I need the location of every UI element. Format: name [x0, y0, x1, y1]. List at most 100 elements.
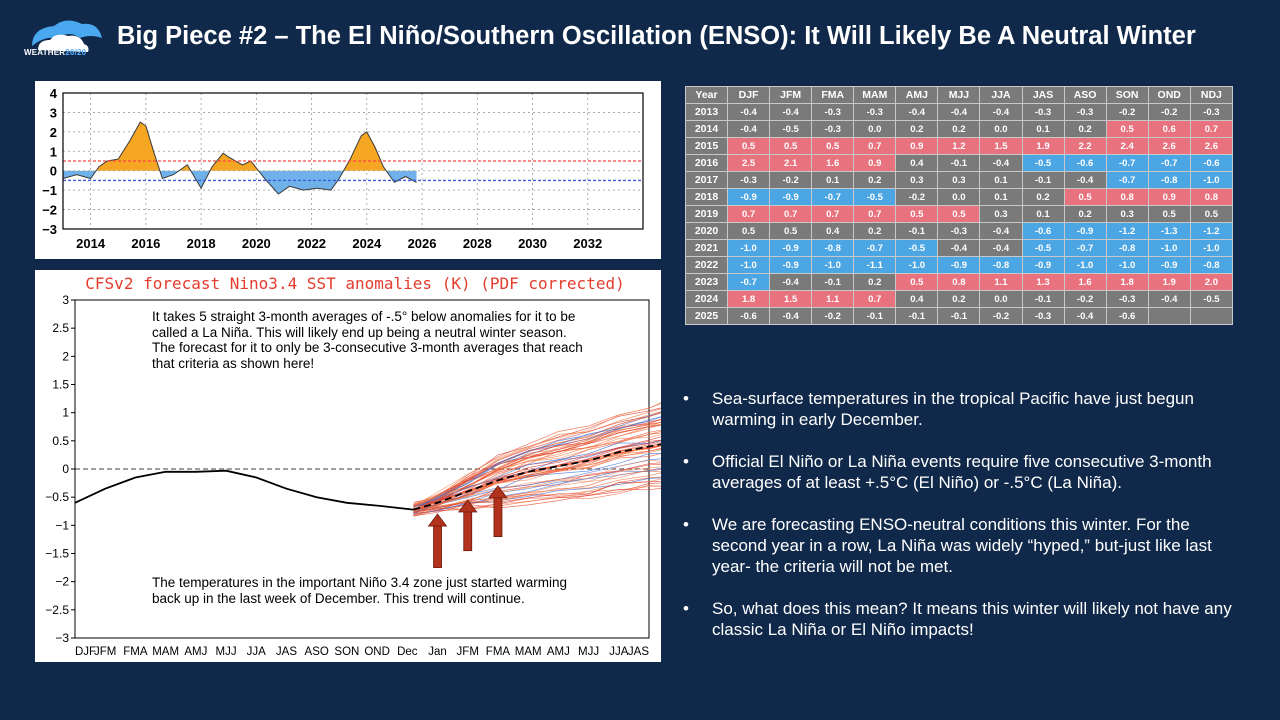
oni-value-cell: 0.7	[1189, 120, 1234, 138]
x-tick-label: 2014	[76, 236, 106, 251]
slide-title: Big Piece #2 – The El Niño/Southern Osci…	[117, 22, 1196, 50]
x-tick-label: JJA	[609, 646, 629, 658]
oni-value-cell: -0.9	[1063, 222, 1107, 240]
y-tick-label: −2	[55, 575, 69, 589]
logo-wordmark-accent: 20/20	[65, 48, 87, 57]
row-year-cell: 2017	[684, 171, 729, 189]
oni-value-cell: -0.5	[853, 188, 897, 206]
oni-value-cell: -0.4	[979, 239, 1023, 257]
row-year-cell: 2014	[684, 120, 729, 138]
oni-value-cell: -0.4	[769, 307, 813, 325]
table-row: 2016 2.5 2.1 1.6 0.9 0.4 -0.1 -0.4 -0.5 -0.6 -0.7-…	[684, 154, 1234, 172]
oni-value-cell: -0.5	[895, 239, 939, 257]
oni-value-cell: 1.8	[727, 290, 771, 308]
oni-value-cell: -1.0	[811, 256, 855, 274]
forecast-note-bottom: The temperatures in the important Niño 3…	[152, 575, 567, 606]
y-tick-label: −1	[42, 183, 57, 198]
oni-value-cell: 0.1	[1021, 205, 1065, 223]
x-tick-label: AMJ	[184, 646, 207, 658]
ensemble-member-line	[413, 408, 661, 505]
column-header-aso: ASO	[1063, 86, 1107, 104]
oni-value-cell: 1.5	[769, 290, 813, 308]
oni-value-cell: -0.2	[895, 188, 939, 206]
oni-value-cell: 0.5	[1063, 188, 1107, 206]
oni-value-cell: 0.2	[895, 120, 939, 138]
oni-value-cell: -0.7	[1147, 154, 1191, 172]
y-tick-label: 0	[62, 462, 69, 476]
oni-value-cell: 1.6	[1063, 273, 1107, 291]
chart-title: CFSv2 forecast Nino3.4 SST anomalies (K)…	[85, 274, 624, 293]
oni-value-cell: -0.1	[811, 273, 855, 291]
oni-value-cell: -0.7	[1063, 239, 1107, 257]
oni-value-cell: -0.3	[1189, 103, 1234, 121]
oni-value-cell: -0.2	[811, 307, 855, 325]
oni-value-cell: 0.5	[727, 137, 771, 155]
x-tick-label: JFM	[457, 646, 479, 658]
x-tick-label: 2030	[518, 236, 547, 251]
oni-value-cell: -1.1	[853, 256, 897, 274]
oni-value-cell: -1.0	[727, 256, 771, 274]
ensemble-member-line	[413, 439, 661, 510]
oni-value-cell: 0.4	[895, 154, 939, 172]
bullet-list: • Sea-surface temperatures in the tropica…	[683, 388, 1243, 661]
oni-value-cell	[1147, 307, 1191, 325]
oni-value-cell: -0.3	[937, 222, 981, 240]
y-tick-label: −3	[42, 222, 57, 237]
cfsv2-forecast-chart: CFSv2 forecast Nino3.4 SST anomalies (K)…	[45, 274, 661, 658]
y-tick-label: 0.5	[52, 434, 69, 448]
oni-value-cell: -1.3	[1147, 222, 1191, 240]
x-tick-label: 2018	[187, 236, 216, 251]
oni-value-cell: -0.3	[1105, 290, 1149, 308]
x-tick-label: 2016	[131, 236, 160, 251]
arrow-shaft	[463, 509, 473, 552]
oni-value-cell: -0.4	[1147, 290, 1191, 308]
oni-value-cell: -1.2	[1105, 222, 1149, 240]
x-tick-label: OND	[364, 646, 390, 658]
oni-value-cell: 0.6	[1147, 120, 1191, 138]
oni-value-cell: -0.4	[1063, 171, 1107, 189]
oni-value-cell: 1.1	[979, 273, 1023, 291]
oni-value-cell: 1.5	[979, 137, 1023, 155]
table-row: 2013 -0.4 -0.4 -0.3 -0.3 -0.4 -0.4 -0.4 -0.3 -0.3…	[684, 103, 1234, 121]
oni-value-cell: 0.3	[1105, 205, 1149, 223]
table-row: 2017 -0.3 -0.2 0.1 0.2 0.3 0.3 0.1 -0.1 -0.4 -0.7-…	[684, 171, 1234, 189]
row-year-cell: 2016	[684, 154, 729, 172]
bullet-text: Official El Niño or La Niña events requi…	[712, 452, 1212, 492]
column-header-mam: MAM	[853, 86, 897, 104]
row-year-cell: 2024	[684, 290, 729, 308]
oni-value-cell: 2.4	[1105, 137, 1149, 155]
logo-wordmark-main: WEATHER	[24, 48, 66, 57]
oni-value-cell: -0.1	[853, 307, 897, 325]
table-row: 2018 -0.9 -0.9 -0.7 -0.5 -0.2 0.0 0.1 0.2 0.5 0.8 0…	[684, 188, 1234, 206]
oni-value-cell: 0.5	[769, 137, 813, 155]
x-tick-label: 2022	[297, 236, 326, 251]
oni-value-cell: 2.2	[1063, 137, 1107, 155]
forecast-note-top: It takes 5 straight 3-month averages of …	[152, 309, 583, 371]
oni-value-cell: 0.2	[937, 120, 981, 138]
oni-value-cell: -0.4	[727, 103, 771, 121]
oni-value-cell: -1.0	[727, 239, 771, 257]
oni-value-cell: 0.2	[937, 290, 981, 308]
oni-value-cell: -0.5	[1189, 290, 1234, 308]
x-tick-label: Jan	[428, 646, 447, 658]
arrow-shaft	[493, 495, 503, 537]
oni-table-body: 2013 -0.4 -0.4 -0.3 -0.3 -0.4 -0.4 -0.4 -0.3 -0.3…	[684, 103, 1234, 325]
oni-value-cell: -0.1	[895, 222, 939, 240]
oni-value-cell: -0.9	[727, 188, 771, 206]
oni-value-cell: -0.3	[1021, 103, 1065, 121]
negative-anomaly-area	[63, 170, 417, 194]
oni-value-cell: 0.5	[727, 222, 771, 240]
oni-value-cell: -0.1	[937, 154, 981, 172]
oni-value-cell: 0.7	[769, 205, 813, 223]
oni-value-cell: 0.7	[853, 205, 897, 223]
oni-value-cell: 0.5	[937, 205, 981, 223]
column-header-fma: FMA	[811, 86, 855, 104]
x-tick-label: ASO	[305, 646, 329, 658]
oni-value-cell: -0.7	[1105, 154, 1149, 172]
oni-value-cell: -0.2	[1147, 103, 1191, 121]
oni-value-cell: 2.5	[727, 154, 771, 172]
y-tick-label: 4	[50, 86, 58, 101]
oni-value-cell: 0.4	[811, 222, 855, 240]
row-year-cell: 2022	[684, 256, 729, 274]
table-row: 2020 0.5 0.5 0.4 0.2 -0.1 -0.3 -0.4 -0.6 -0.9 -1.2…	[684, 222, 1234, 240]
